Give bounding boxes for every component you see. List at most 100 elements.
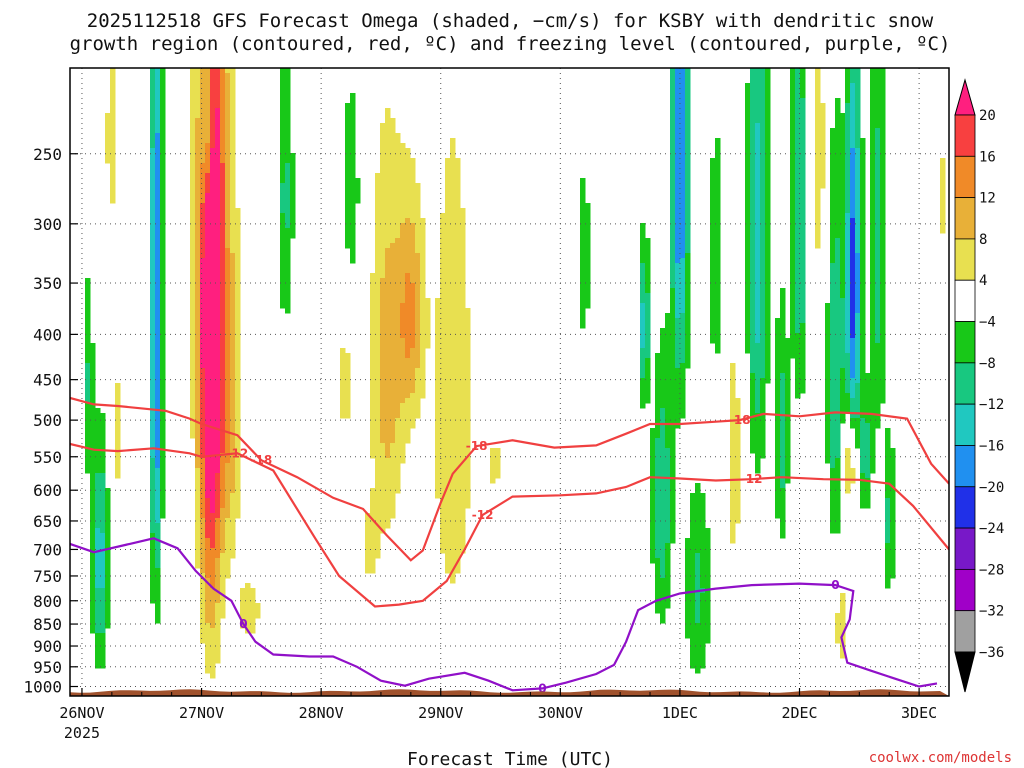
omega-cell <box>390 218 396 224</box>
omega-cell <box>405 373 411 379</box>
omega-cell <box>640 378 646 384</box>
omega-cell <box>220 338 226 344</box>
omega-cell <box>585 213 591 219</box>
omega-cell <box>345 353 351 359</box>
omega-cell <box>220 73 226 79</box>
omega-cell <box>385 188 391 194</box>
omega-cell <box>415 233 421 239</box>
omega-cell <box>280 173 286 179</box>
omega-cell <box>155 443 161 449</box>
omega-cell <box>825 393 831 399</box>
omega-cell <box>730 468 736 474</box>
omega-cell <box>465 313 471 319</box>
omega-cell <box>155 143 161 149</box>
omega-cell <box>710 203 716 209</box>
omega-cell <box>90 503 96 509</box>
omega-cell <box>760 218 766 224</box>
omega-cell <box>650 438 656 444</box>
omega-cell <box>390 138 396 144</box>
omega-cell <box>410 378 416 384</box>
omega-cell <box>845 173 851 179</box>
omega-cell <box>760 203 766 209</box>
omega-cell <box>110 88 116 94</box>
omega-cell <box>450 438 456 444</box>
omega-cell <box>790 203 796 209</box>
omega-cell <box>455 218 461 224</box>
omega-cell <box>780 333 786 339</box>
omega-cell <box>815 98 821 104</box>
omega-cell <box>745 158 751 164</box>
omega-cell <box>95 598 101 604</box>
omega-cell <box>765 188 771 194</box>
omega-cell <box>670 78 676 84</box>
omega-cell <box>415 348 421 354</box>
omega-cell <box>450 263 456 269</box>
omega-cell <box>390 253 396 259</box>
omega-cell <box>220 393 226 399</box>
omega-cell <box>665 433 671 439</box>
omega-cell <box>155 168 161 174</box>
omega-cell <box>105 498 111 504</box>
omega-cell <box>380 458 386 464</box>
omega-cell <box>225 113 231 119</box>
omega-cell <box>350 228 356 234</box>
omega-cell <box>280 253 286 259</box>
omega-cell <box>225 283 231 289</box>
omega-cell <box>215 553 221 559</box>
omega-cell <box>450 313 456 319</box>
omega-cell <box>655 573 661 579</box>
omega-cell <box>405 208 411 214</box>
omega-cell <box>685 553 691 559</box>
omega-cell <box>380 288 386 294</box>
omega-cell <box>415 338 421 344</box>
omega-cell <box>815 138 821 144</box>
omega-cell <box>370 348 376 354</box>
omega-cell <box>235 283 241 289</box>
omega-cell <box>760 223 766 229</box>
omega-cell <box>85 353 91 359</box>
omega-cell <box>150 173 156 179</box>
omega-cell <box>755 143 761 149</box>
omega-cell <box>200 318 206 324</box>
omega-cell <box>210 543 216 549</box>
omega-cell <box>225 203 231 209</box>
omega-cell <box>685 133 691 139</box>
omega-cell <box>195 388 201 394</box>
omega-cell <box>390 303 396 309</box>
omega-cell <box>150 523 156 529</box>
omega-cell <box>445 373 451 379</box>
omega-cell <box>395 188 401 194</box>
omega-cell <box>240 623 246 629</box>
omega-cell <box>735 413 741 419</box>
omega-cell <box>205 533 211 539</box>
omega-cell <box>460 273 466 279</box>
omega-cell <box>715 278 721 284</box>
omega-cell <box>230 133 236 139</box>
omega-cell <box>375 263 381 269</box>
omega-cell <box>760 183 766 189</box>
omega-cell <box>450 458 456 464</box>
omega-cell <box>760 373 766 379</box>
omega-cell <box>775 488 781 494</box>
omega-cell <box>715 268 721 274</box>
omega-cell <box>745 183 751 189</box>
omega-cell <box>395 403 401 409</box>
omega-cell <box>650 538 656 544</box>
omega-cell <box>840 368 846 374</box>
omega-cell <box>390 208 396 214</box>
omega-cell <box>150 178 156 184</box>
omega-cell <box>790 218 796 224</box>
omega-cell <box>405 173 411 179</box>
omega-cell <box>745 283 751 289</box>
omega-cell <box>750 333 756 339</box>
omega-cell <box>285 148 291 154</box>
omega-cell <box>780 463 786 469</box>
omega-cell <box>230 93 236 99</box>
omega-cell <box>660 393 666 399</box>
omega-cell <box>225 493 231 499</box>
omega-cell <box>285 293 291 299</box>
omega-cell <box>645 363 651 369</box>
omega-cell <box>790 118 796 124</box>
omega-cell <box>750 143 756 149</box>
omega-cell <box>195 118 201 124</box>
